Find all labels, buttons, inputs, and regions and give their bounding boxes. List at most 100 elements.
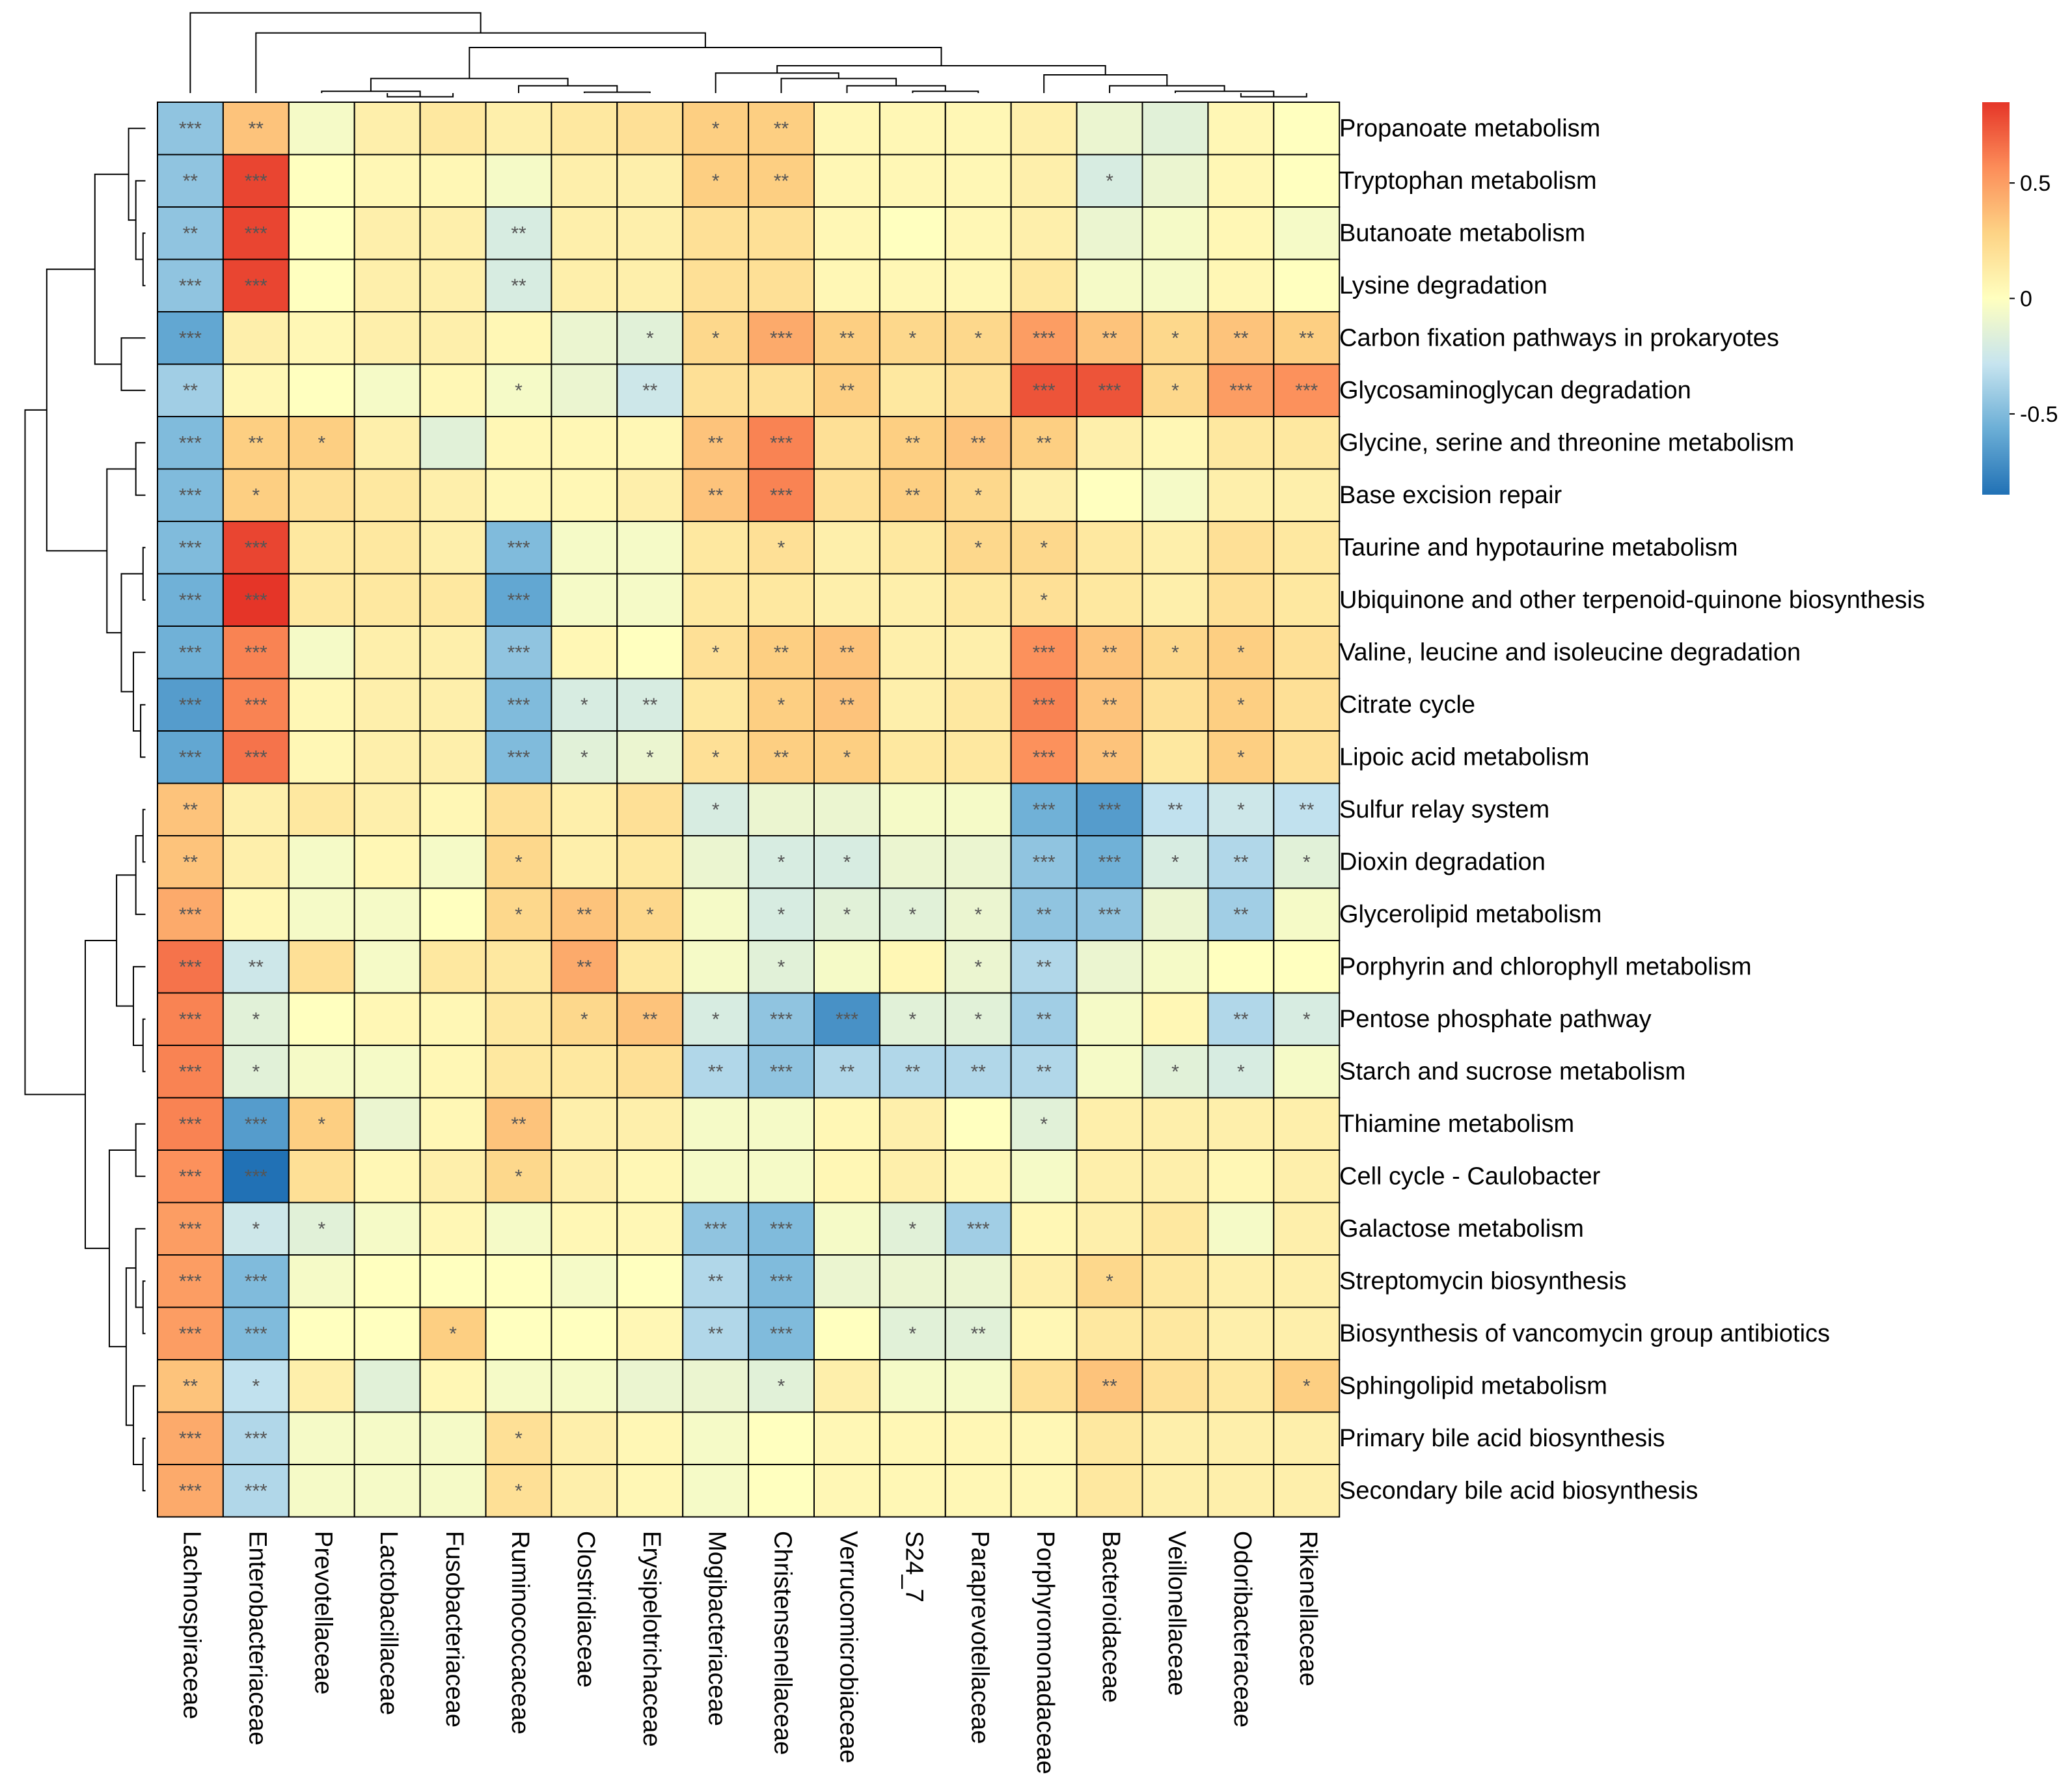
heatmap-cell: [353, 626, 421, 680]
significance-mark: *: [252, 1218, 260, 1240]
heatmap-cell: [288, 940, 355, 994]
significance-mark: ***: [704, 1218, 727, 1240]
heatmap-cell: [1141, 1411, 1209, 1465]
significance-mark: *: [909, 1218, 917, 1240]
heatmap-cell: [879, 992, 946, 1046]
heatmap-cell: [748, 1045, 815, 1099]
heatmap-cell: [1076, 102, 1143, 156]
row-label-glycosaminoglycan-degradation: Glycosaminoglycan degradation: [1339, 377, 1691, 404]
heatmap-cell: [1207, 206, 1275, 260]
row-dendrogram-link: [94, 173, 129, 365]
column-labels: Lachnospiraceae Enterobacteriaceae Prevote…: [178, 1531, 1321, 1774]
heatmap-cell: [419, 835, 487, 889]
heatmap-cell: [551, 1411, 618, 1465]
heatmap-cell: [419, 1411, 487, 1465]
row-dendrogram-link: [135, 442, 146, 496]
significance-mark: *: [712, 327, 720, 349]
heatmap-cell: [879, 363, 946, 417]
row-dendrogram-link: [46, 268, 107, 552]
heatmap-cell: [288, 154, 355, 208]
heatmap-cell: [551, 1464, 618, 1518]
column-dendrogram-link: [583, 91, 651, 93]
heatmap-cell: [1010, 1306, 1078, 1360]
heatmap-cell: [1207, 154, 1275, 208]
heatmap-cell: [419, 154, 487, 208]
significance-mark: *: [646, 747, 654, 768]
heatmap-cell: [1141, 1464, 1209, 1518]
significance-mark: **: [1102, 747, 1117, 768]
heatmap-cell: [353, 573, 421, 627]
heatmap-cell: [1141, 1149, 1209, 1203]
heatmap-cell: [1273, 1464, 1341, 1518]
significance-mark: *: [515, 1166, 523, 1187]
heatmap-cell: [616, 258, 684, 312]
heatmap-cell: [879, 1464, 946, 1518]
heatmap-cell: [485, 258, 552, 312]
significance-mark: **: [249, 432, 264, 454]
row-label-taurine-and-hypotaurine-metabolism: Taurine and hypotaurine metabolism: [1339, 534, 1738, 561]
heatmap-cell: [682, 1149, 750, 1203]
heatmap-cell: [485, 1045, 552, 1099]
heatmap-cell: [1076, 258, 1143, 312]
heatmap-cell: [1207, 992, 1275, 1046]
heatmap-cell: [288, 678, 355, 732]
heatmap-cell: [748, 1097, 815, 1151]
significance-mark: **: [577, 956, 592, 978]
heatmap-cell: [222, 206, 290, 260]
heatmap-cell: [1076, 1306, 1143, 1360]
significance-mark: *: [778, 851, 785, 873]
significance-mark: ***: [1229, 380, 1252, 402]
heatmap-cell: [944, 678, 1012, 732]
heatmap-cell: [616, 626, 684, 680]
significance-mark: *: [974, 537, 982, 558]
heatmap-cell: [1273, 782, 1341, 836]
heatmap-cell: [419, 363, 487, 417]
heatmap-cell: [748, 782, 815, 836]
heatmap-cell: [813, 1411, 880, 1465]
significance-mark: *: [515, 380, 523, 402]
significance-mark: *: [843, 747, 851, 768]
heatmap-cell: [157, 782, 224, 836]
column-dendrogram-link: [1043, 74, 1168, 93]
heatmap-cell: [419, 887, 487, 941]
significance-mark: ***: [507, 747, 530, 768]
heatmap-cell: [1141, 940, 1209, 994]
heatmap-cell: [419, 1097, 487, 1151]
heatmap-cell: [879, 940, 946, 994]
significance-mark: ***: [245, 1271, 267, 1292]
heatmap-cell: [1076, 154, 1143, 208]
heatmap-cell: [1207, 1097, 1275, 1151]
significance-mark: ***: [770, 1323, 793, 1345]
row-dendrogram-link: [85, 940, 117, 1249]
significance-mark: *: [843, 851, 851, 873]
heatmap-cell: [353, 311, 421, 365]
heatmap-cell: [288, 573, 355, 627]
heatmap-cell: [944, 887, 1012, 941]
significance-mark: ***: [507, 642, 530, 663]
column-label-s24-7: S24_7: [900, 1531, 927, 1602]
heatmap-cell: [1273, 102, 1341, 156]
heatmap-cell: [288, 102, 355, 156]
row-label-biosynthesis-of-vancomycin-group-antibiotics: Biosynthesis of vancomycin group antibio…: [1339, 1320, 1830, 1347]
heatmap-cell: [1076, 468, 1143, 522]
significance-mark: **: [1299, 327, 1315, 349]
heatmap-cell: [157, 887, 224, 941]
significance-mark: ***: [179, 275, 202, 297]
heatmap-cell: [353, 678, 421, 732]
row-label-sphingolipid-metabolism: Sphingolipid metabolism: [1339, 1372, 1607, 1399]
heatmap-cell: [551, 102, 618, 156]
heatmap-cell: [157, 1202, 224, 1256]
heatmap-cell: [157, 311, 224, 365]
heatmap-cell: [1141, 626, 1209, 680]
heatmap-cell: [813, 626, 880, 680]
heatmap-cell: [1273, 363, 1341, 417]
significance-mark: *: [909, 1009, 917, 1030]
heatmap-cell: [682, 940, 750, 994]
heatmap-cell: [813, 1202, 880, 1256]
heatmap-cell: [1010, 1149, 1078, 1203]
heatmap-cell: [879, 678, 946, 732]
column-dendrogram-link: [846, 85, 946, 93]
significance-mark: **: [708, 485, 724, 506]
significance-marks: *** ** * **** *** * ** *** *** ***** *** ***** * * ***…: [179, 118, 1318, 1502]
heatmap-cell: [682, 1464, 750, 1518]
